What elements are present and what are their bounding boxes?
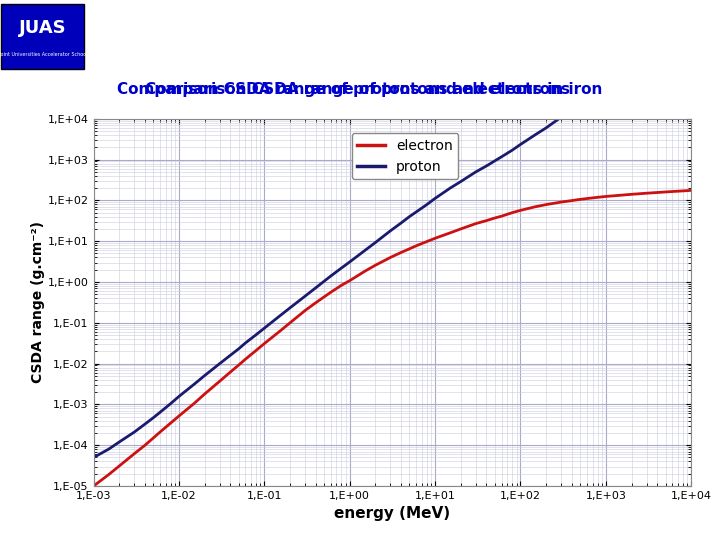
proton (508, 147, 516, 153)
Y-axis label: CSDA range (g.cm⁻²): CSDA range (g.cm⁻²) (31, 221, 45, 383)
electron (508, 210, 516, 216)
electron (89, 483, 98, 489)
Text: Comparison CSDA range of protons and electrons in iron: Comparison CSDA range of protons and ele… (117, 82, 603, 97)
electron (346, 278, 354, 284)
proton (346, 259, 354, 265)
FancyBboxPatch shape (1, 4, 84, 69)
Text: JUAS: JUAS (19, 19, 67, 37)
X-axis label: energy (MeV): energy (MeV) (334, 507, 451, 522)
Text: Comparison CSDA range of protons and electrons: Comparison CSDA range of protons and ele… (145, 82, 575, 97)
electron (115, 463, 124, 469)
Text: 4. Interaction of protons with matter: 4. Interaction of protons with matter (186, 32, 649, 52)
proton (130, 429, 139, 435)
proton (252, 332, 261, 338)
proton (498, 153, 506, 160)
electron (687, 187, 696, 194)
Line: proton: proton (94, 38, 691, 457)
Text: Radiation Safety - JUAS 2014 - X. Queralt: Radiation Safety - JUAS 2014 - X. Queral… (310, 14, 482, 23)
electron (130, 450, 139, 457)
electron (498, 213, 506, 219)
proton (687, 35, 696, 41)
Text: / 34: / 34 (669, 522, 698, 536)
proton (89, 454, 98, 461)
Legend: electron, proton: electron, proton (351, 133, 459, 179)
Text: Joint Universities Accelerator School: Joint Universities Accelerator School (0, 52, 88, 57)
Line: electron: electron (94, 191, 691, 486)
electron (252, 347, 261, 354)
proton (115, 438, 124, 445)
